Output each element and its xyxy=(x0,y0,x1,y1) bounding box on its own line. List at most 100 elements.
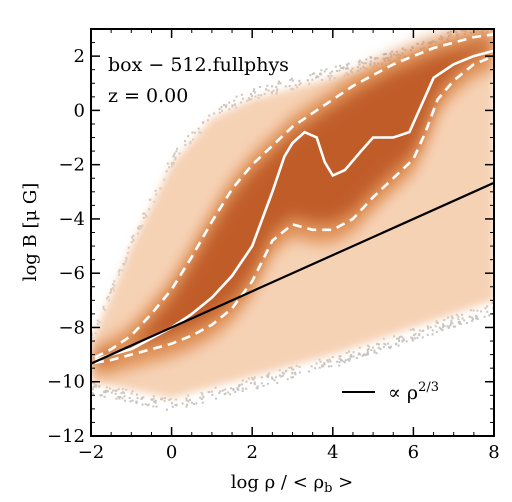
outlier-point xyxy=(241,97,244,100)
outlier-point xyxy=(286,378,289,381)
outlier-point xyxy=(141,396,144,399)
outlier-point xyxy=(140,398,143,400)
outlier-point xyxy=(435,320,438,323)
outlier-point xyxy=(391,50,393,53)
outlier-point xyxy=(175,150,178,153)
outlier-point xyxy=(294,84,297,87)
outlier-point xyxy=(289,78,292,81)
outlier-point xyxy=(171,405,174,408)
outlier-point xyxy=(476,309,479,312)
outlier-point xyxy=(267,382,269,385)
outlier-point xyxy=(382,346,385,349)
outlier-point xyxy=(292,368,295,371)
outlier-point xyxy=(298,79,301,82)
outlier-point xyxy=(328,358,331,361)
outlier-point xyxy=(296,86,298,89)
outlier-point xyxy=(121,388,124,391)
outlier-point xyxy=(393,335,395,338)
outlier-point xyxy=(370,349,373,352)
outlier-point xyxy=(365,353,368,356)
outlier-point xyxy=(401,340,404,343)
outlier-point xyxy=(201,393,204,396)
outlier-point xyxy=(161,397,164,400)
outlier-point xyxy=(248,99,251,101)
outlier-point xyxy=(330,74,333,77)
outlier-point xyxy=(154,401,157,404)
outlier-point xyxy=(389,347,391,350)
outlier-point xyxy=(103,395,106,398)
outlier-point xyxy=(232,388,235,390)
outlier-point xyxy=(123,395,126,398)
outlier-point xyxy=(112,287,115,290)
outlier-point xyxy=(451,317,454,320)
outlier-point xyxy=(338,69,341,72)
outlier-point xyxy=(276,381,279,384)
outlier-point xyxy=(327,75,330,77)
outlier-point xyxy=(346,64,349,67)
outlier-point xyxy=(275,376,278,379)
outlier-point xyxy=(284,370,287,373)
outlier-point xyxy=(191,401,193,404)
outlier-point xyxy=(254,91,256,94)
outlier-point xyxy=(260,376,263,379)
outlier-point xyxy=(369,60,372,63)
outlier-point xyxy=(314,367,317,370)
outlier-point xyxy=(98,385,101,388)
outlier-point xyxy=(371,346,374,349)
outlier-point xyxy=(270,91,273,94)
outlier-point xyxy=(318,366,321,369)
outlier-point xyxy=(339,355,342,358)
outlier-point xyxy=(365,58,368,61)
outlier-point xyxy=(290,366,293,369)
outlier-point xyxy=(352,351,355,354)
outlier-point xyxy=(291,371,294,374)
power-law-curve xyxy=(91,181,494,365)
outlier-point xyxy=(344,67,347,70)
outlier-point xyxy=(221,109,223,112)
outlier-point xyxy=(251,378,254,380)
outlier-point xyxy=(280,375,283,378)
outlier-point xyxy=(200,391,203,394)
outlier-point xyxy=(374,57,377,60)
outlier-point xyxy=(105,386,108,389)
outlier-point xyxy=(398,335,401,338)
outlier-point xyxy=(486,23,488,25)
outlier-point xyxy=(368,345,371,348)
outlier-point xyxy=(160,397,162,400)
outlier-point xyxy=(291,79,294,82)
outlier-point xyxy=(272,89,275,92)
outlier-point xyxy=(218,111,221,114)
outlier-point xyxy=(363,67,366,70)
outlier-point xyxy=(329,72,332,75)
outlier-point xyxy=(256,385,259,388)
lower-percentile-curve xyxy=(94,54,494,364)
outlier-point xyxy=(110,290,113,293)
outlier-point xyxy=(253,381,256,384)
outlier-point xyxy=(422,329,425,332)
outlier-point xyxy=(220,106,223,109)
outlier-point xyxy=(321,364,324,367)
density-field xyxy=(91,23,494,411)
outlier-point xyxy=(383,342,386,345)
outlier-point xyxy=(271,377,274,380)
outlier-point xyxy=(222,103,225,106)
outlier-point xyxy=(461,313,464,316)
y-tick-label: −8 xyxy=(58,317,85,338)
outlier-point xyxy=(119,395,122,398)
outlier-point xyxy=(164,397,166,399)
outlier-point xyxy=(206,119,209,122)
outlier-point xyxy=(476,318,479,320)
outlier-point xyxy=(275,86,278,89)
outlier-point xyxy=(189,141,192,144)
outlier-point xyxy=(379,348,382,350)
outlier-point xyxy=(99,394,102,397)
outlier-point xyxy=(485,26,487,28)
outlier-point xyxy=(120,392,123,395)
outlier-point xyxy=(382,53,385,56)
outlier-point xyxy=(257,94,260,97)
outlier-point xyxy=(202,396,205,399)
outlier-point xyxy=(323,363,326,366)
outlier-point xyxy=(362,65,365,68)
outlier-point xyxy=(240,93,243,96)
